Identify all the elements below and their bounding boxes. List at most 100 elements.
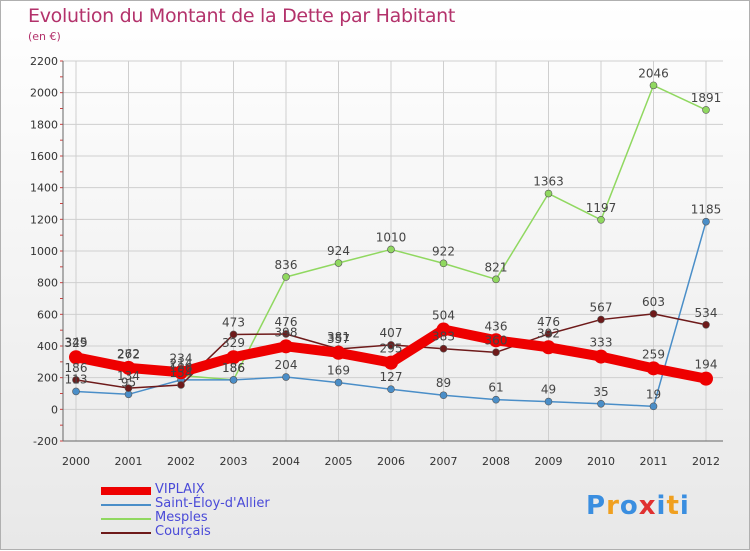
data-point [174,365,188,380]
data-label: 1197 [586,201,617,215]
x-tick-label: 2004 [272,455,300,468]
data-label: 436 [485,319,508,333]
logo-letter: P [586,491,607,521]
data-label: 407 [380,326,403,340]
data-point [282,373,290,381]
x-tick-label: 2002 [167,455,195,468]
data-point [597,399,605,408]
data-point [541,340,556,355]
logo-letter: x [638,491,657,521]
data-label: 922 [432,244,455,258]
data-label: 1010 [376,230,407,244]
data-label: 272 [117,347,140,361]
data-label: 1363 [533,175,564,189]
data-point [331,345,346,360]
data-label: 262 [117,347,140,361]
data-point [544,397,553,406]
data-label: 186 [222,361,245,375]
y-tick-label: 200 [37,372,58,385]
data-point [229,330,238,339]
data-label: 476 [537,315,560,329]
y-tick-label: -200 [33,435,58,448]
y-tick-label: 0 [51,403,58,416]
data-label: 186 [65,361,88,375]
y-tick-label: 2200 [30,55,58,68]
data-label: 214 [170,356,193,370]
data-label: 154 [170,366,193,380]
data-label: 534 [695,306,718,320]
data-point [492,275,500,284]
data-label: 567 [590,301,613,315]
data-label: 127 [380,370,403,384]
data-point [489,333,503,348]
data-label: 194 [695,358,718,372]
data-label: 357 [327,332,350,346]
y-tick-label: 2000 [30,87,58,100]
data-point [544,189,553,198]
data-point [177,381,185,389]
data-point [334,378,343,387]
data-label: 345 [65,336,88,350]
data-point [702,217,710,226]
data-label: 186 [170,361,193,375]
y-tick-label: 1800 [30,118,58,131]
data-label: 35 [593,385,608,399]
data-point [597,216,605,224]
y-tick-label: 1200 [30,213,58,226]
data-point [72,387,80,396]
logo-letter: r [606,491,620,521]
proxiti-logo: Proxiti [586,491,690,521]
data-point [436,322,451,337]
data-label: 476 [275,315,298,329]
data-point [597,315,605,324]
y-tick-label: 600 [37,308,58,321]
x-tick-label: 2008 [482,455,510,468]
x-tick-label: 2003 [220,455,248,468]
logo-letter: o [619,491,639,521]
logo-letter: t [666,491,680,521]
data-label: 473 [222,315,245,329]
data-label: 329 [222,336,245,350]
data-label: 95 [121,375,136,389]
data-point [649,81,658,90]
data-point [384,355,398,370]
data-label: 259 [642,347,665,361]
x-tick-label: 2000 [62,455,90,468]
series-lines [69,81,713,411]
data-label: 329 [65,336,88,350]
data-label: 89 [436,376,451,390]
data-label: 169 [327,364,350,378]
legend-swatch-mesples [101,518,151,520]
data-label: 1891 [691,91,722,105]
data-point [387,341,395,349]
data-label: 383 [432,330,455,344]
x-tick-label: 2006 [377,455,405,468]
data-point [229,376,238,384]
legend-label-courcais: Courçais [155,524,211,539]
y-tick-label: 1600 [30,150,58,163]
x-tick-label: 2005 [325,455,353,468]
data-point [702,320,710,329]
data-point [646,361,661,376]
y-tick-label: 400 [37,340,58,353]
data-label: 924 [327,244,350,258]
data-point [492,348,500,357]
data-label: 2046 [638,66,669,80]
y-axis: -200 0 200 400 600 800 1000 1200 1400 1600 1800 200… [30,55,64,448]
data-label: 381 [327,330,350,344]
data-point [282,273,290,281]
data-label: 61 [488,381,503,395]
y-tick-label: 1400 [30,182,58,195]
chart-title: Evolution du Montant de la Dette par Hab… [28,5,456,27]
data-label: 392 [537,326,560,340]
x-axis: 2000 2001 2002 2003 2004 2005 2006 2007 2008 2009… [62,440,723,468]
data-point [334,259,343,267]
legend-label-saint-eloy: Saint-Éloy-d'Allier [155,496,270,511]
data-point [387,385,395,394]
legend-swatch-saint-eloy [101,504,151,506]
data-label: 360 [485,333,508,347]
data-point [124,384,133,392]
data-point [439,391,448,400]
